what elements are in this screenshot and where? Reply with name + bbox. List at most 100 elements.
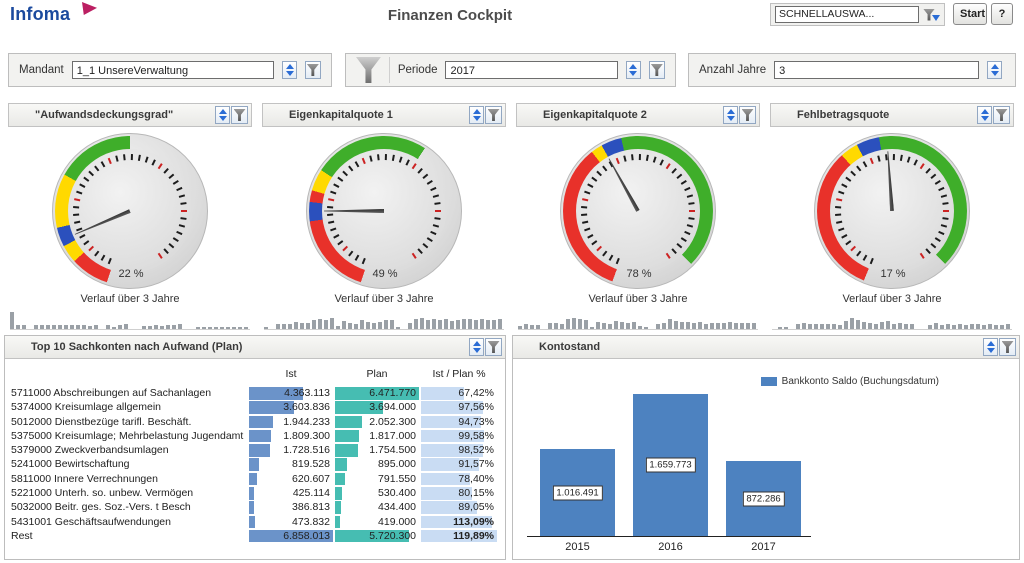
sparkline-bar — [796, 324, 800, 329]
pct-cell: 113,09% — [421, 515, 497, 529]
ist-bar — [249, 529, 333, 543]
periode-input[interactable]: 2017 — [445, 61, 619, 79]
x-axis-label: 2015 — [565, 541, 590, 553]
gauge-spinner[interactable] — [469, 106, 484, 124]
table-row[interactable]: 5241000 Bewirtschaftung 819.528 895.000 91,… — [5, 457, 505, 471]
legend-label: Bankkonto Saldo (Buchungsdatum) — [781, 376, 939, 387]
quick-select-input[interactable]: SCHNELLAUSWA... — [775, 6, 919, 23]
sparkline-bar — [264, 327, 268, 329]
plan-value: 1.817.000 — [369, 429, 416, 442]
gauge-filter-button[interactable] — [993, 106, 1010, 124]
pct-value: 80,15% — [458, 487, 494, 500]
plan-bar — [335, 444, 358, 457]
table-row[interactable]: 5221000 Unterh. so. unbew. Vermögen 425.1… — [5, 486, 505, 500]
sparkline-bar — [318, 319, 322, 329]
spinner-up-icon — [629, 64, 638, 69]
gauge-dial: 78 % — [560, 133, 716, 289]
gauge-spinner[interactable] — [977, 106, 992, 124]
sparkline-bar — [778, 327, 782, 329]
plan-bar — [335, 515, 341, 529]
kontostand-spinner[interactable] — [983, 338, 998, 356]
gauge-filter-button[interactable] — [485, 106, 502, 124]
plan-bar — [335, 415, 362, 429]
sparkline-bar — [958, 324, 962, 329]
gauge-dial: 17 % — [814, 133, 970, 289]
sparkline-bar — [608, 324, 612, 329]
gauge-title: Eigenkapitalquote 1 — [289, 109, 393, 121]
bar-value-label: 1.016.491 — [552, 485, 603, 500]
account-name: 5379000 Zweckverbandsumlagen — [11, 444, 169, 457]
sparkline-bar — [656, 324, 660, 329]
periode-label: Periode — [397, 64, 438, 76]
mandant-spinner[interactable] — [282, 61, 297, 79]
gauge-filter-button[interactable] — [231, 106, 248, 124]
plan-cell: 6.471.770 — [335, 387, 419, 400]
gauge-panel-header: Eigenkapitalquote 2 — [516, 103, 760, 127]
chart-bar-2015[interactable]: 1.016.491 — [540, 449, 615, 536]
trend-label: Verlauf über 3 Jahre — [842, 293, 942, 305]
trend-label: Verlauf über 3 Jahre — [588, 293, 688, 305]
top10-rows: 5711000 Abschreibungen auf Sachanlagen 4.… — [5, 386, 505, 543]
table-row[interactable]: 5032000 Beitr. ges. Soz.-Vers. t Besch 38… — [5, 500, 505, 514]
pct-bar — [421, 487, 472, 500]
ist-bar — [249, 487, 255, 500]
spinner-down-icon — [726, 116, 735, 121]
chart-bar-2017[interactable]: 872.286 — [726, 461, 801, 536]
start-button[interactable]: Start — [953, 3, 987, 25]
pct-bar — [421, 429, 485, 443]
sparkline-bar — [964, 325, 968, 329]
spinner-down-icon — [472, 116, 481, 121]
sparkline-bar — [946, 324, 950, 329]
pct-cell: 89,05% — [421, 501, 497, 514]
quick-select-filter-button[interactable] — [923, 8, 940, 21]
table-row[interactable]: 5374000 Kreisumlage allgemein 3.603.836 3.… — [5, 400, 505, 414]
sparkline-bar — [456, 320, 460, 329]
sparkline-bar — [602, 323, 606, 329]
sparkline-bar — [52, 325, 56, 329]
mandant-filter-button[interactable] — [304, 61, 321, 79]
sparkline-bar — [1000, 325, 1004, 329]
gauge-face — [830, 149, 954, 273]
sparkline-bar — [360, 320, 364, 329]
anzahl-jahre-spinner[interactable] — [987, 61, 1003, 79]
pct-value: 89,05% — [458, 501, 494, 514]
gauge-spinner[interactable] — [723, 106, 738, 124]
sparkline-bar — [214, 327, 218, 329]
sparkline-bar — [596, 322, 600, 329]
chart-bar-2016[interactable]: 1.659.773 — [633, 394, 708, 536]
table-row[interactable]: 5375000 Kreisumlage; Mehrbelastung Jugen… — [5, 429, 505, 443]
ist-bar — [249, 515, 255, 529]
table-row[interactable]: Rest 6.858.013 5.720.300 119,89% — [5, 529, 505, 543]
gauge-spinner[interactable] — [215, 106, 230, 124]
table-row[interactable]: 5431001 Geschäftsaufwendungen 473.832 419.… — [5, 515, 505, 529]
sparkline-bar — [336, 326, 340, 329]
mandant-input[interactable]: 1_1 UnsereVerwaltung — [71, 61, 275, 79]
sparkline-bar — [384, 320, 388, 329]
plan-bar — [335, 529, 409, 543]
table-row[interactable]: 5811000 Innere Verrechnungen 620.607 791.5… — [5, 472, 505, 486]
gauge-title: "Aufwandsdeckungsgrad" — [35, 109, 174, 121]
sparkline-bar — [892, 324, 896, 329]
gauge-filter-button[interactable] — [739, 106, 756, 124]
anzahl-jahre-input[interactable]: 3 — [774, 61, 980, 79]
sparkline-bar — [196, 327, 200, 329]
periode-spinner[interactable] — [626, 61, 641, 79]
spinner-down-icon — [218, 116, 227, 121]
periode-filter-button[interactable] — [648, 61, 665, 79]
pct-value: 78,40% — [458, 472, 494, 485]
funnel-icon — [306, 64, 319, 76]
sparkline-bar — [232, 327, 236, 329]
table-row[interactable]: 5012000 Dienstbezüge tarifl. Beschäft. 1.… — [5, 415, 505, 429]
sparkline-bar — [166, 325, 170, 329]
table-row[interactable]: 5711000 Abschreibungen auf Sachanlagen 4.… — [5, 386, 505, 400]
help-button[interactable]: ? — [991, 3, 1013, 25]
sparkline-bar — [880, 322, 884, 329]
trend-label: Verlauf über 3 Jahre — [80, 293, 180, 305]
sparkline-bar — [536, 325, 540, 329]
top10-filter-button[interactable] — [485, 338, 502, 356]
spinner-down-icon — [986, 348, 995, 353]
top10-spinner[interactable] — [469, 338, 484, 356]
table-row[interactable]: 5379000 Zweckverbandsumlagen 1.728.516 1.7… — [5, 443, 505, 457]
periode-filter-group: Periode 2017 — [345, 53, 676, 87]
kontostand-filter-button[interactable] — [999, 338, 1016, 356]
